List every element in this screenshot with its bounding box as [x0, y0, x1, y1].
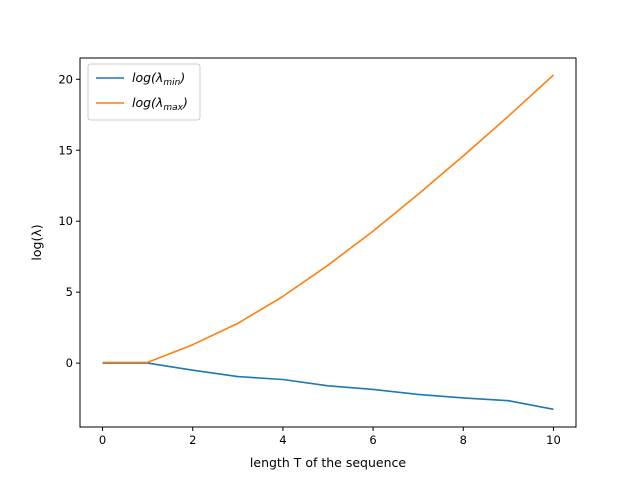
x-tick-label: 0 — [99, 433, 106, 447]
legend-label-max: log(λmax) — [132, 95, 188, 113]
y-tick-label: 5 — [66, 285, 73, 299]
x-axis-label: length T of the sequence — [250, 455, 406, 470]
x-tick-label: 6 — [369, 433, 376, 447]
x-tick-label: 2 — [189, 433, 196, 447]
y-axis: 0 5 10 15 20 — [58, 72, 80, 370]
x-tick-label: 8 — [460, 433, 467, 447]
y-tick-label: 10 — [58, 214, 73, 228]
y-tick-label: 15 — [58, 143, 73, 157]
series-layer — [102, 74, 555, 411]
y-axis-label: log(λ) — [29, 224, 44, 260]
legend-label-min: log(λmin) — [132, 70, 185, 88]
x-tick-label: 4 — [279, 433, 286, 447]
y-tick-label: 0 — [66, 356, 73, 370]
axes-frame — [79, 57, 577, 428]
y-tick-label: 20 — [58, 72, 73, 86]
series-line-max — [102, 74, 555, 364]
x-tick-label: 10 — [546, 433, 561, 447]
series-line-min — [102, 362, 554, 411]
legend: log(λmin) log(λmax) — [87, 63, 201, 121]
x-axis: 0 2 4 6 8 10 — [99, 427, 561, 447]
